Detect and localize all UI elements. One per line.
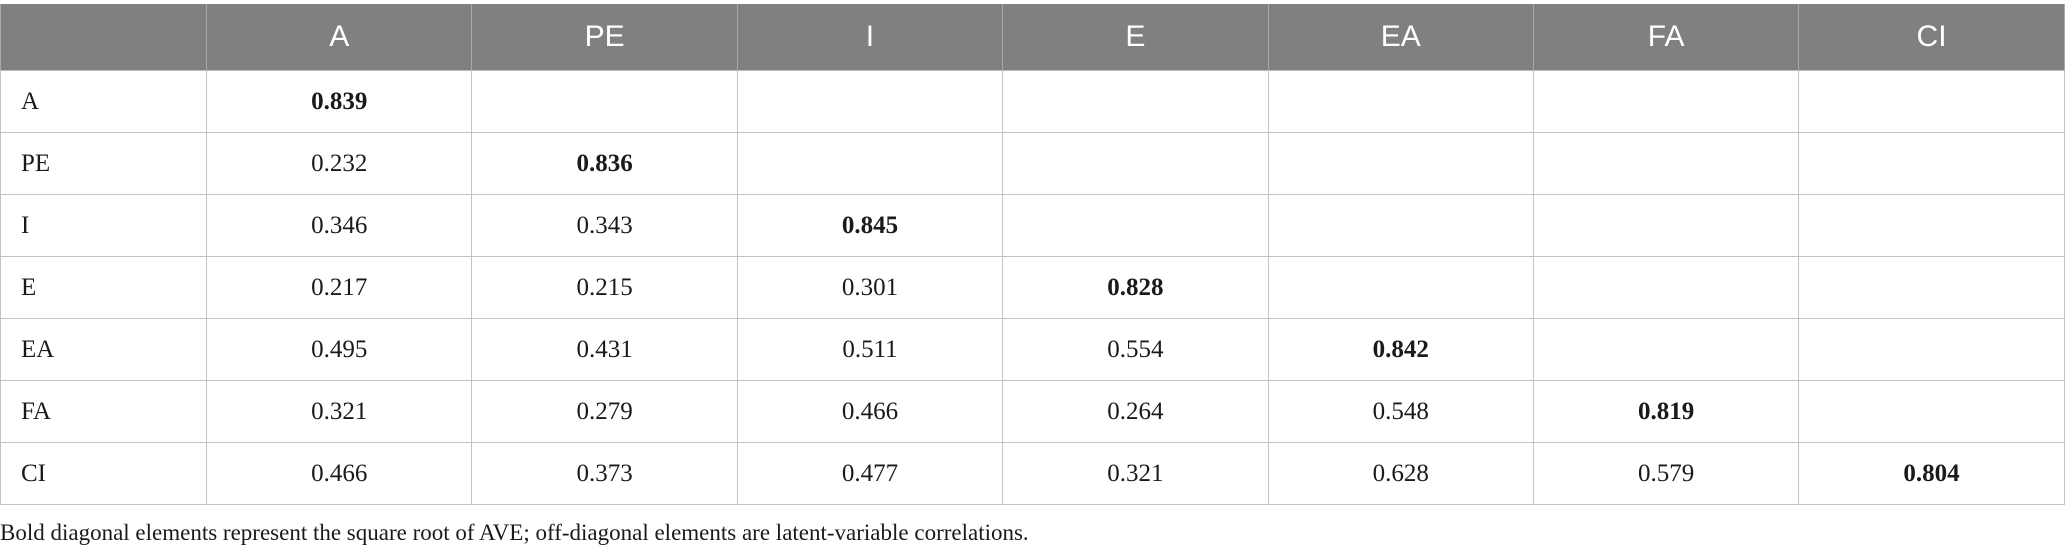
table-cell — [1002, 70, 1269, 133]
correlation-table-container: A PE I E EA FA CI A 0.839 PE — [0, 4, 2065, 505]
table-cell — [1798, 256, 2065, 319]
table-cell: 0.466 — [205, 442, 473, 505]
table-row: A 0.839 — [0, 70, 2065, 133]
table-cell: 0.845 — [736, 194, 1004, 257]
table-cell — [1267, 132, 1534, 195]
table-cell: 0.819 — [1532, 380, 1800, 443]
header-cell-pe: PE — [471, 4, 738, 71]
table-cell: 0.511 — [736, 318, 1004, 381]
table-cell: 0.373 — [471, 442, 738, 505]
table-cell: 0.217 — [205, 256, 473, 319]
row-label: FA — [0, 380, 207, 443]
table-cell — [1267, 194, 1534, 257]
table-cell: 0.343 — [471, 194, 738, 257]
table-cell: 0.554 — [1002, 318, 1269, 381]
table-row: CI 0.466 0.373 0.477 0.321 0.628 0.579 0… — [0, 442, 2065, 505]
table-cell — [1798, 380, 2065, 443]
table-cell: 0.215 — [471, 256, 738, 319]
table-cell — [1267, 256, 1534, 319]
table-cell — [1532, 256, 1800, 319]
table-cell — [736, 132, 1004, 195]
table-cell: 0.466 — [736, 380, 1004, 443]
table-cell — [1002, 194, 1269, 257]
header-corner-cell — [0, 4, 207, 71]
table-cell: 0.346 — [205, 194, 473, 257]
table-body: A 0.839 PE 0.232 0.836 I — [0, 70, 2065, 505]
table-cell — [1798, 132, 2065, 195]
table-cell — [1002, 132, 1269, 195]
header-cell-e: E — [1002, 4, 1269, 71]
correlation-table: A PE I E EA FA CI A 0.839 PE — [0, 4, 2065, 505]
row-label: EA — [0, 318, 207, 381]
header-row: A PE I E EA FA CI — [0, 4, 2065, 71]
table-header: A PE I E EA FA CI — [0, 4, 2065, 71]
table-cell: 0.264 — [1002, 380, 1269, 443]
row-label: E — [0, 256, 207, 319]
header-cell-fa: FA — [1533, 4, 1800, 71]
table-cell: 0.839 — [205, 70, 473, 133]
table-cell: 0.836 — [471, 132, 738, 195]
table-cell: 0.431 — [471, 318, 738, 381]
table-cell — [1798, 318, 2065, 381]
table-cell: 0.579 — [1532, 442, 1800, 505]
table-row: E 0.217 0.215 0.301 0.828 — [0, 256, 2065, 319]
header-cell-ea: EA — [1268, 4, 1534, 71]
header-cell-ci: CI — [1798, 4, 2065, 71]
row-label: CI — [0, 442, 207, 505]
table-cell: 0.477 — [736, 442, 1004, 505]
header-cell-a: A — [206, 4, 473, 71]
table-row: I 0.346 0.343 0.845 — [0, 194, 2065, 257]
table-row: FA 0.321 0.279 0.466 0.264 0.548 0.819 — [0, 380, 2065, 443]
table-cell: 0.495 — [205, 318, 473, 381]
table-cell: 0.232 — [205, 132, 473, 195]
table-cell: 0.628 — [1267, 442, 1534, 505]
row-label: I — [0, 194, 207, 257]
table-cell: 0.321 — [1002, 442, 1269, 505]
table-cell — [1798, 70, 2065, 133]
table-cell — [1532, 132, 1800, 195]
table-cell: 0.321 — [205, 380, 473, 443]
row-label: A — [0, 70, 207, 133]
table-row: PE 0.232 0.836 — [0, 132, 2065, 195]
table-cell: 0.548 — [1267, 380, 1534, 443]
row-label: PE — [0, 132, 207, 195]
table-cell: 0.279 — [471, 380, 738, 443]
table-cell — [1798, 194, 2065, 257]
table-row: EA 0.495 0.431 0.511 0.554 0.842 — [0, 318, 2065, 381]
table-cell: 0.301 — [736, 256, 1004, 319]
table-cell: 0.828 — [1002, 256, 1269, 319]
table-cell — [1532, 70, 1800, 133]
table-cell: 0.804 — [1798, 442, 2065, 505]
table-cell — [1267, 70, 1534, 133]
table-cell — [1532, 318, 1800, 381]
table-footnote: Bold diagonal elements represent the squ… — [0, 520, 1029, 545]
table-cell: 0.842 — [1267, 318, 1534, 381]
table-cell — [1532, 194, 1800, 257]
table-cell — [471, 70, 738, 133]
table-cell — [736, 70, 1004, 133]
header-cell-i: I — [737, 4, 1004, 71]
